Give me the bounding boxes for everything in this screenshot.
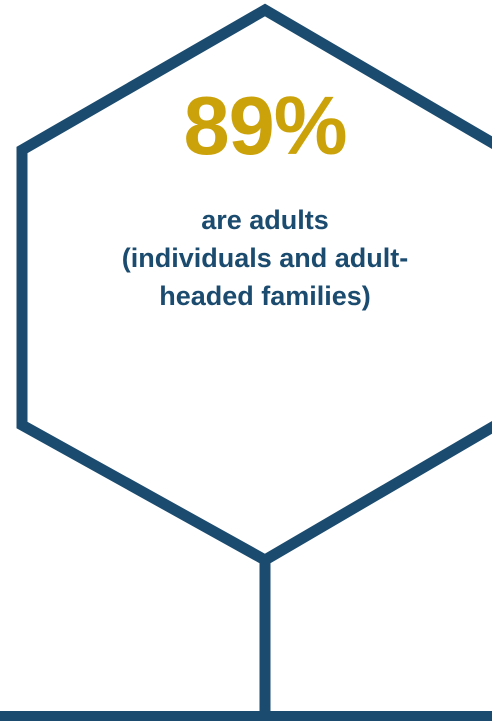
- caption-line-3: headed families): [159, 281, 371, 311]
- stat-value: 89%: [183, 79, 347, 172]
- bottom-bar: [0, 711, 492, 721]
- stat-caption: are adults (individuals and adult- heade…: [40, 201, 490, 315]
- caption-line-2: (individuals and adult-: [121, 243, 409, 273]
- hexagon-outline: [16, 3, 492, 567]
- caption-line-1: are adults: [201, 205, 329, 235]
